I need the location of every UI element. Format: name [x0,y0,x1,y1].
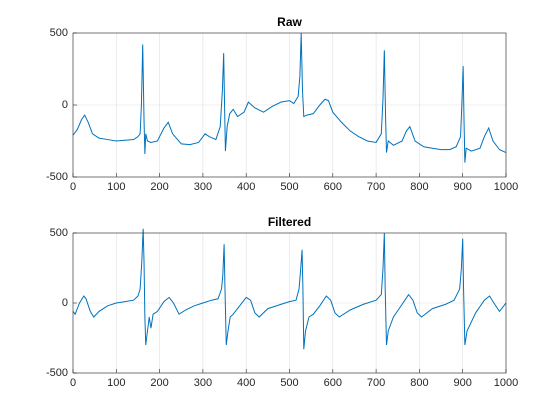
x-tick-label: 200 [150,181,168,193]
chart-title: Filtered [268,215,311,229]
y-tick-label: -500 [46,171,68,183]
axes-box [72,32,507,178]
chart-title: Raw [277,15,302,29]
x-tick-label: 0 [70,181,76,193]
x-tick-label: 800 [410,377,428,389]
x-tick-label: 100 [107,181,125,193]
x-tick-label: 1000 [494,181,518,193]
x-tick-label: 0 [70,377,76,389]
signal-line [72,32,507,163]
x-tick-label: 100 [107,377,125,389]
x-tick-label: 900 [454,181,472,193]
axes-box [72,232,507,374]
x-tick-label: 500 [280,377,298,389]
signal-line [72,228,507,350]
y-tick-label: 0 [62,297,68,309]
x-tick-label: 500 [280,181,298,193]
x-tick-label: 300 [194,181,212,193]
x-tick-label: 400 [237,181,255,193]
y-tick-label: 500 [50,27,68,39]
x-tick-label: 700 [367,377,385,389]
x-tick-label: 1000 [494,377,518,389]
x-tick-label: 700 [367,181,385,193]
x-tick-label: 400 [237,377,255,389]
x-tick-label: 600 [324,377,342,389]
x-tick-label: 900 [454,377,472,389]
x-tick-label: 600 [324,181,342,193]
x-tick-label: 300 [194,377,212,389]
y-tick-label: 500 [50,227,68,239]
y-tick-label: 0 [62,99,68,111]
y-tick-label: -500 [46,367,68,379]
x-tick-label: 200 [150,377,168,389]
x-tick-label: 800 [410,181,428,193]
